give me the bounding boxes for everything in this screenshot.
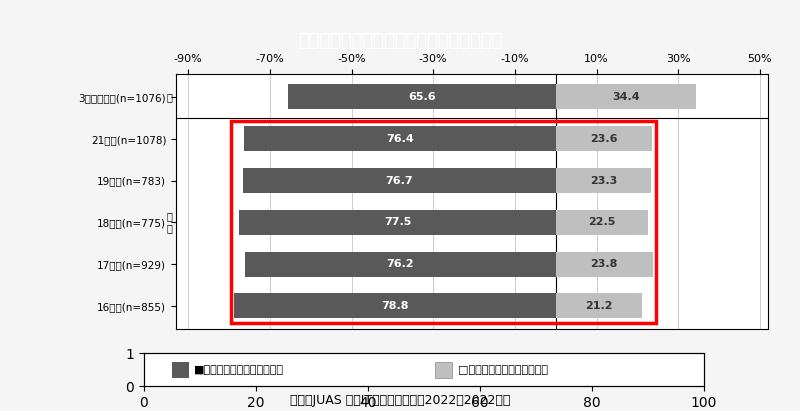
- Bar: [234, 293, 556, 319]
- Bar: [556, 293, 642, 319]
- Bar: [242, 168, 556, 193]
- Text: 23.3: 23.3: [590, 175, 617, 185]
- Bar: [230, 121, 656, 323]
- Text: 現
在: 現 在: [166, 212, 172, 233]
- Text: ユーザー企業におけるデジタル投資の割合: ユーザー企業におけるデジタル投資の割合: [298, 32, 502, 50]
- Text: 予: 予: [166, 92, 172, 102]
- Bar: [556, 84, 696, 109]
- Text: 76.2: 76.2: [386, 259, 414, 269]
- Text: 22.5: 22.5: [588, 217, 615, 227]
- Text: 77.5: 77.5: [384, 217, 411, 227]
- Bar: [556, 168, 651, 193]
- Bar: [288, 84, 556, 109]
- Text: 23.8: 23.8: [590, 259, 618, 269]
- Bar: [556, 126, 652, 151]
- Text: 78.8: 78.8: [381, 301, 409, 311]
- Bar: [172, 362, 189, 378]
- Bar: [245, 252, 556, 277]
- Bar: [556, 210, 647, 235]
- Text: 34.4: 34.4: [612, 92, 640, 102]
- Text: 23.6: 23.6: [590, 134, 618, 144]
- Bar: [244, 126, 556, 151]
- Text: ■ランザビジネス予算の割合: ■ランザビジネス予算の割合: [194, 365, 285, 375]
- Text: 76.4: 76.4: [386, 134, 414, 144]
- Text: 21.2: 21.2: [586, 301, 613, 311]
- Bar: [435, 362, 452, 378]
- Text: 65.6: 65.6: [408, 92, 435, 102]
- Text: 出典）JUAS 企業IT動向調査報告書2022（2022年）: 出典）JUAS 企業IT動向調査報告書2022（2022年）: [290, 394, 510, 407]
- Text: 76.7: 76.7: [386, 175, 413, 185]
- Bar: [239, 210, 556, 235]
- Text: □バリューアップ予算の割合: □バリューアップ予算の割合: [458, 365, 547, 375]
- Bar: [556, 252, 653, 277]
